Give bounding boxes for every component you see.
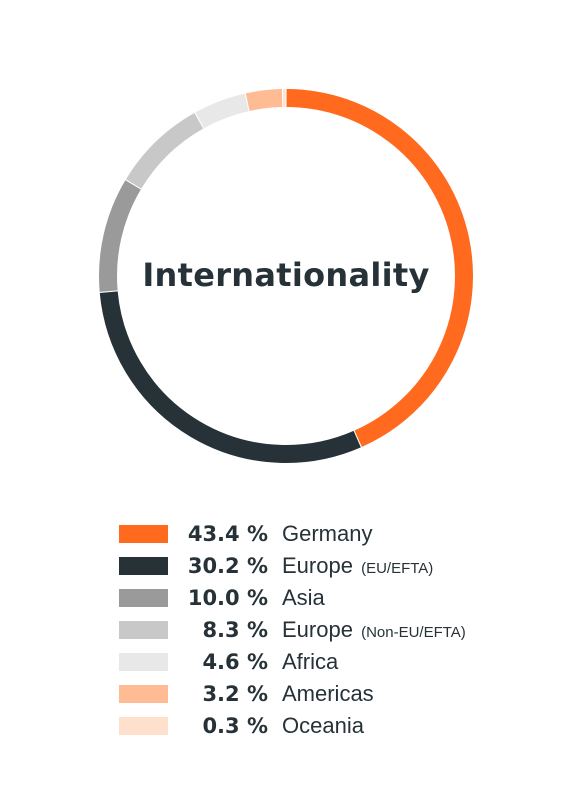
legend-label-text: Germany (282, 521, 373, 546)
legend-swatch-africa (119, 653, 168, 671)
legend-swatch-europe-non-eu-efta (119, 621, 168, 639)
legend-item-europe-non-eu-efta: 8.3 % Europe (Non-EU/EFTA) (119, 614, 549, 646)
legend-label-text: Oceania (282, 713, 364, 738)
legend-swatch-americas (119, 685, 168, 703)
legend-label-oceania: Oceania (282, 713, 366, 739)
legend-item-africa: 4.6 % Africa (119, 646, 549, 678)
legend-label-text: Americas (282, 681, 374, 706)
legend-label-germany: Germany (282, 521, 374, 547)
donut-slice-germany (286, 89, 473, 447)
legend-swatch-asia (119, 589, 168, 607)
legend-label-asia: Asia (282, 585, 327, 611)
legend-label-text: Europe (282, 617, 353, 642)
legend-swatch-germany (119, 525, 168, 543)
legend-label-text: Europe (282, 553, 353, 578)
legend-item-americas: 3.2 % Americas (119, 678, 549, 710)
legend-value-oceania: 0.3 % (202, 714, 268, 738)
donut-slice-europe-non-eu-efta (125, 112, 204, 189)
legend-value-americas: 3.2 % (202, 682, 268, 706)
legend-label-note: (Non-EU/EFTA) (361, 624, 466, 641)
donut-chart (99, 89, 473, 463)
donut-slice-americas (245, 89, 283, 111)
legend-item-europe-eu-efta: 30.2 % Europe (EU/EFTA) (119, 550, 549, 582)
legend-item-oceania: 0.3 % Oceania (119, 710, 549, 742)
legend-label-text: Asia (282, 585, 325, 610)
donut-slice-asia (99, 180, 141, 292)
legend-label-europe-non-eu-efta: Europe (Non-EU/EFTA) (282, 617, 466, 643)
legend-value-asia: 10.0 % (187, 586, 268, 610)
donut-slice-europe-eu-efta (99, 291, 361, 463)
legend-label-americas: Americas (282, 681, 376, 707)
legend-label-europe-eu-efta: Europe (EU/EFTA) (282, 553, 433, 579)
legend-value-europe-non-eu-efta: 8.3 % (202, 618, 268, 642)
legend-label-note: (EU/EFTA) (361, 560, 434, 577)
legend-swatch-europe-eu-efta (119, 557, 168, 575)
legend-item-asia: 10.0 % Asia (119, 582, 549, 614)
legend-label-text: Africa (282, 649, 339, 674)
legend-value-europe-eu-efta: 30.2 % (187, 554, 268, 578)
donut-slice-africa (195, 93, 249, 129)
legend: 43.4 % Germany 30.2 % Europe (EU/EFTA) 1… (119, 518, 549, 742)
chart-title: Internationality (142, 256, 430, 294)
legend-item-germany: 43.4 % Germany (119, 518, 549, 550)
legend-swatch-oceania (119, 717, 168, 735)
legend-value-africa: 4.6 % (202, 650, 268, 674)
legend-label-africa: Africa (282, 649, 340, 675)
legend-value-germany: 43.4 % (187, 522, 268, 546)
